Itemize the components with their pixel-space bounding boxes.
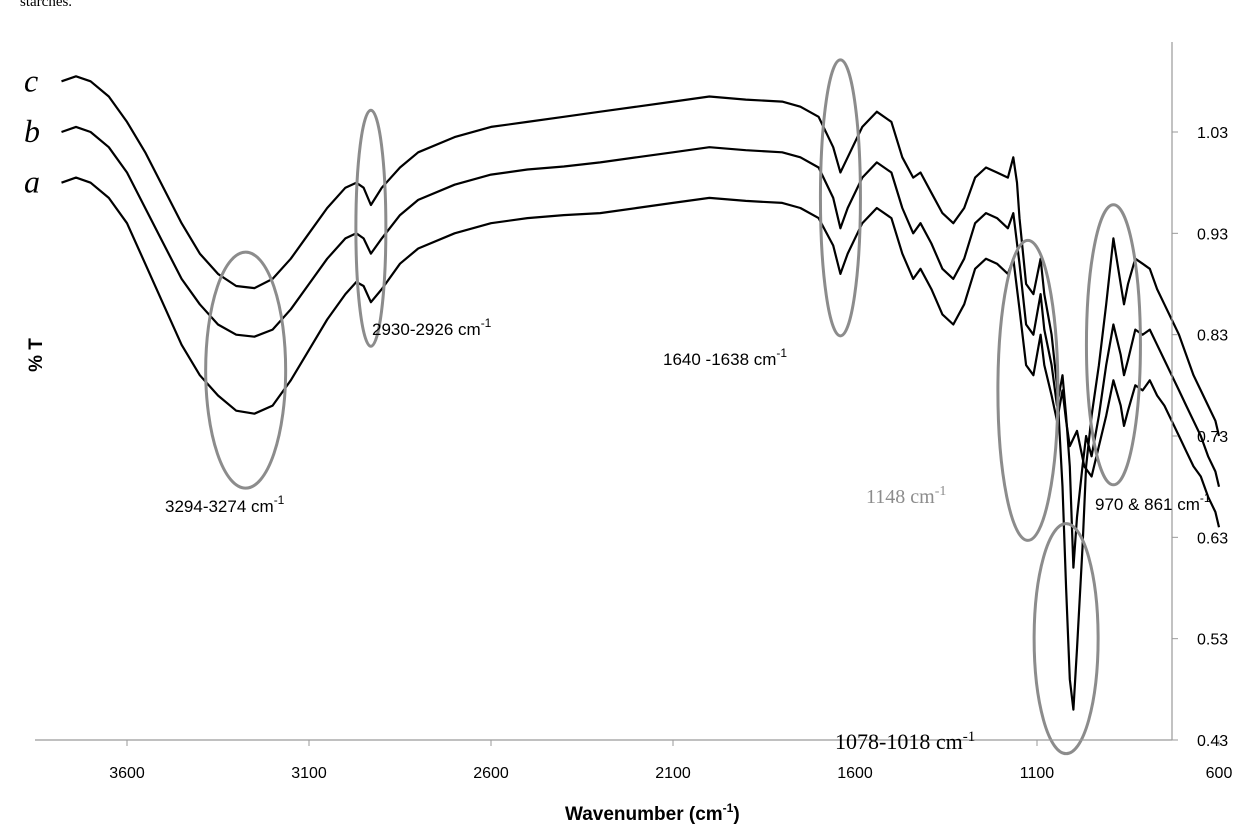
annotation-band-2930: 2930-2926 cm-1 bbox=[372, 316, 492, 339]
y-axis-title: % T bbox=[26, 338, 47, 372]
marker-ellipse-band-1640 bbox=[818, 58, 862, 338]
annotation-band-1640: 1640 -1638 cm-1 bbox=[663, 346, 787, 369]
x-tick-label-1100: 1100 bbox=[1020, 765, 1055, 782]
marker-ellipse-band-970 bbox=[1084, 203, 1142, 487]
y-tick-layer: 0.43 0.53 0.63 0.73 0.83 0.93 1.03 bbox=[1172, 125, 1228, 750]
x-tick-label-2600: 2600 bbox=[473, 765, 509, 782]
series-layer bbox=[61, 75, 1221, 711]
x-tick-layer: 3600 3100 2600 2100 1600 1100 600 bbox=[109, 740, 1232, 782]
series-line-c bbox=[61, 75, 1221, 711]
marker-ellipse-band-3294 bbox=[204, 250, 288, 490]
y-tick-label-0.43: 0.43 bbox=[1197, 733, 1228, 750]
annotation-band-1148: 1148 cm-1 bbox=[866, 484, 946, 508]
x-axis-title: Wavenumber (cm-1) bbox=[565, 801, 740, 825]
marker-ellipse-band-1148 bbox=[996, 238, 1060, 542]
marker-ellipse-band-2930 bbox=[354, 108, 388, 348]
annotation-band-970: 970 & 861 cm-1 bbox=[1095, 491, 1211, 514]
y-tick-label-0.93: 0.93 bbox=[1197, 226, 1228, 243]
series-line-b bbox=[61, 125, 1221, 569]
y-tick-label-0.53: 0.53 bbox=[1197, 632, 1228, 649]
caption-fragment: starches. bbox=[20, 0, 72, 10]
marker-ellipse-band-1078 bbox=[1032, 522, 1100, 756]
x-tick-label-600: 600 bbox=[1206, 765, 1233, 782]
x-tick-label-3600: 3600 bbox=[109, 765, 145, 782]
annotation-layer: 3294-3274 cm-1 2930-2926 cm-1 1640 -1638 c… bbox=[165, 316, 1211, 754]
series-label-layer: abc bbox=[24, 62, 40, 199]
y-tick-label-0.73: 0.73 bbox=[1197, 429, 1228, 446]
y-tick-label-0.63: 0.63 bbox=[1197, 530, 1228, 547]
x-tick-label-3100: 3100 bbox=[291, 765, 327, 782]
annotation-band-1078: 1078-1018 cm-1 bbox=[835, 729, 975, 754]
y-tick-label-0.83: 0.83 bbox=[1197, 328, 1228, 345]
series-label-c: c bbox=[24, 62, 38, 98]
y-tick-label-1.03: 1.03 bbox=[1197, 125, 1228, 142]
x-tick-label-1600: 1600 bbox=[837, 765, 873, 782]
series-line-a bbox=[61, 176, 1221, 528]
series-label-b: b bbox=[24, 113, 40, 149]
marker-layer bbox=[204, 58, 1142, 756]
x-tick-label-2100: 2100 bbox=[655, 765, 691, 782]
series-label-a: a bbox=[24, 164, 40, 200]
annotation-band-3294: 3294-3274 cm-1 bbox=[165, 493, 285, 516]
